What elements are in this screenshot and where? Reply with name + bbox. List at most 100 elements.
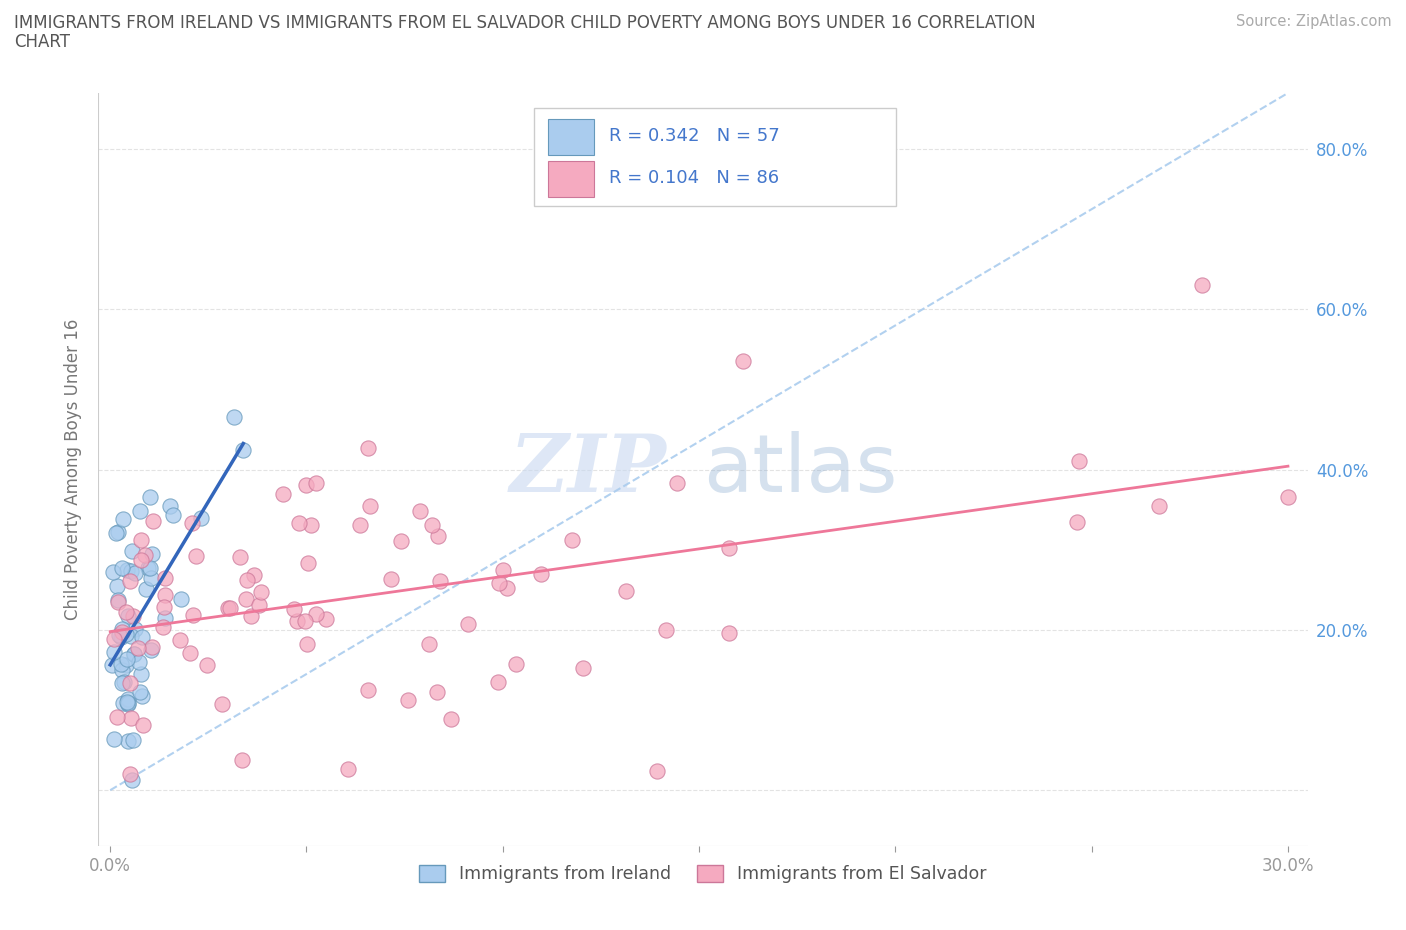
Point — [217, 601, 239, 616]
Point — [427, 528, 450, 543]
Point — [122, 646, 145, 661]
Bar — [548, 119, 595, 154]
Point — [717, 625, 740, 640]
Point — [420, 518, 443, 533]
Point — [115, 626, 138, 641]
Point — [337, 762, 360, 777]
Point — [295, 477, 318, 492]
Point — [1277, 489, 1299, 504]
Point — [180, 516, 202, 531]
Point — [139, 571, 162, 586]
Point — [179, 645, 201, 660]
Point — [117, 563, 139, 578]
Point — [429, 574, 451, 589]
Point — [112, 512, 135, 526]
Point — [142, 513, 165, 528]
Point — [121, 772, 143, 787]
Text: ZIP: ZIP — [510, 431, 666, 509]
Point — [733, 354, 755, 369]
Point — [107, 525, 129, 539]
Point — [232, 443, 254, 458]
Point — [103, 731, 125, 746]
Point — [110, 630, 132, 644]
Point — [110, 657, 132, 671]
Point — [117, 696, 139, 711]
Point — [357, 683, 380, 698]
Point — [396, 693, 419, 708]
Text: R = 0.342   N = 57: R = 0.342 N = 57 — [609, 126, 779, 145]
Point — [297, 556, 319, 571]
Point — [105, 710, 128, 724]
FancyBboxPatch shape — [534, 108, 897, 206]
Point — [129, 552, 152, 567]
Point — [141, 546, 163, 561]
Point — [122, 646, 145, 661]
Point — [128, 504, 150, 519]
Point — [108, 628, 131, 643]
Point — [103, 632, 125, 647]
Point — [111, 622, 134, 637]
Point — [389, 534, 412, 549]
Point — [139, 560, 162, 575]
Point — [440, 711, 463, 726]
Point — [117, 734, 139, 749]
Point — [120, 564, 142, 578]
Point — [117, 609, 139, 624]
Text: CHART: CHART — [14, 33, 70, 50]
Point — [614, 583, 637, 598]
Point — [105, 525, 128, 540]
Bar — [548, 161, 595, 197]
Point — [288, 516, 311, 531]
Point — [294, 614, 316, 629]
Point — [120, 573, 142, 588]
Point — [1066, 514, 1088, 529]
Point — [101, 658, 124, 672]
Point — [122, 608, 145, 623]
Point — [129, 667, 152, 682]
Point — [315, 611, 337, 626]
Point — [111, 662, 134, 677]
Point — [152, 619, 174, 634]
Point — [103, 565, 125, 579]
Point — [169, 591, 191, 606]
Point — [124, 566, 146, 581]
Point — [162, 507, 184, 522]
Point — [129, 684, 152, 699]
Point — [357, 441, 380, 456]
Point — [120, 629, 142, 644]
Point — [645, 764, 668, 778]
Point — [153, 611, 176, 626]
Point — [136, 560, 159, 575]
Point — [127, 640, 149, 655]
Point — [247, 597, 270, 612]
Point — [496, 581, 519, 596]
Point — [103, 644, 125, 659]
Point — [112, 674, 135, 689]
Point — [299, 517, 322, 532]
Point — [235, 591, 257, 606]
Point — [118, 675, 141, 690]
Point — [141, 643, 163, 658]
Point — [283, 601, 305, 616]
Point — [418, 637, 440, 652]
Point — [129, 533, 152, 548]
Point — [153, 588, 176, 603]
Point — [141, 639, 163, 654]
Point — [1147, 499, 1170, 514]
Point — [250, 585, 273, 600]
Point — [131, 630, 153, 644]
Point — [219, 601, 242, 616]
Point — [572, 660, 595, 675]
Text: IMMIGRANTS FROM IRELAND VS IMMIGRANTS FROM EL SALVADOR CHILD POVERTY AMONG BOYS : IMMIGRANTS FROM IRELAND VS IMMIGRANTS FR… — [14, 14, 1036, 32]
Point — [112, 696, 135, 711]
Point — [236, 572, 259, 587]
Point — [122, 732, 145, 747]
Point — [118, 766, 141, 781]
Point — [190, 512, 212, 526]
Point — [110, 560, 132, 575]
Point — [505, 657, 527, 671]
Point — [240, 609, 263, 624]
Point — [305, 606, 328, 621]
Point — [169, 632, 191, 647]
Point — [105, 579, 128, 594]
